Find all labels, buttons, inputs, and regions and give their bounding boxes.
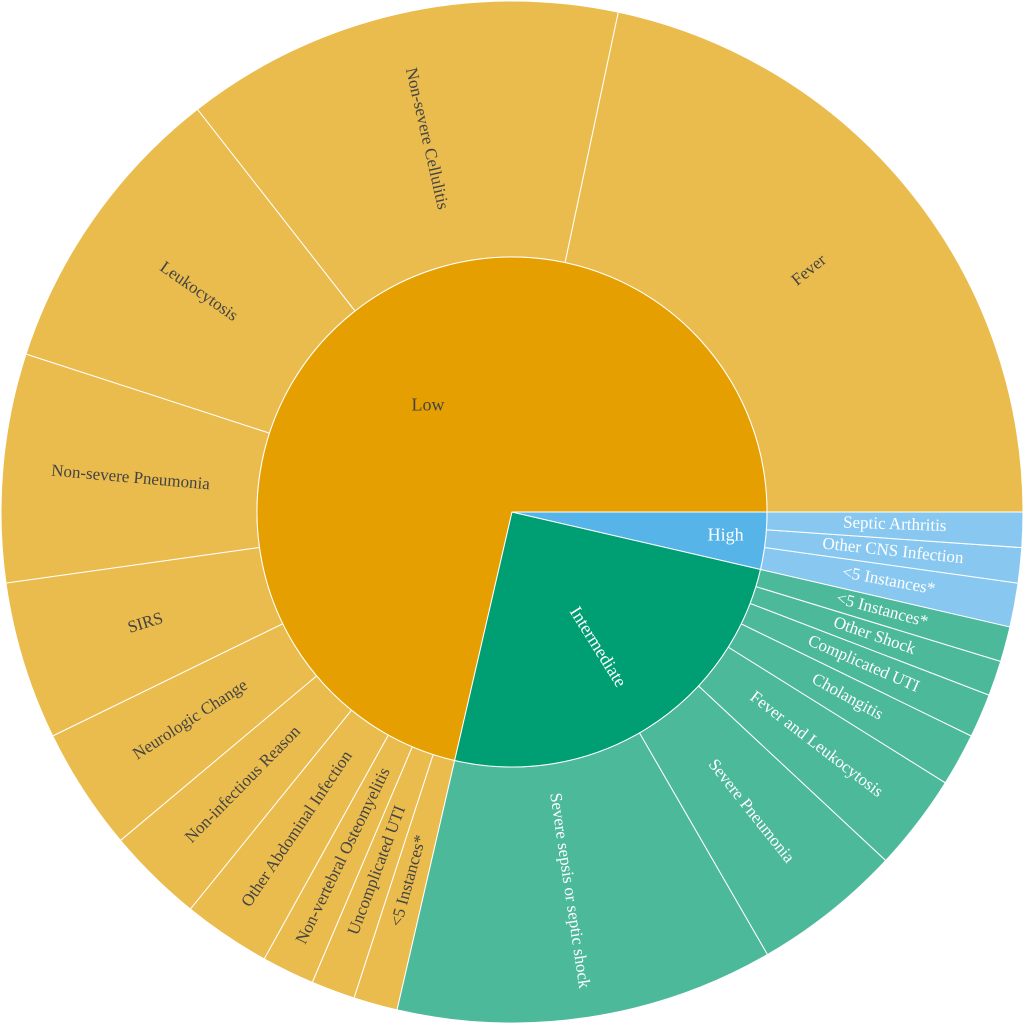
- sector-label: High: [708, 524, 744, 544]
- parent-sector: [256, 256, 768, 762]
- parent-sector: [454, 511, 762, 768]
- sector-label: Septic Arthritis: [843, 512, 947, 535]
- sector-label: Low: [411, 394, 444, 414]
- parent-sector: [511, 511, 768, 570]
